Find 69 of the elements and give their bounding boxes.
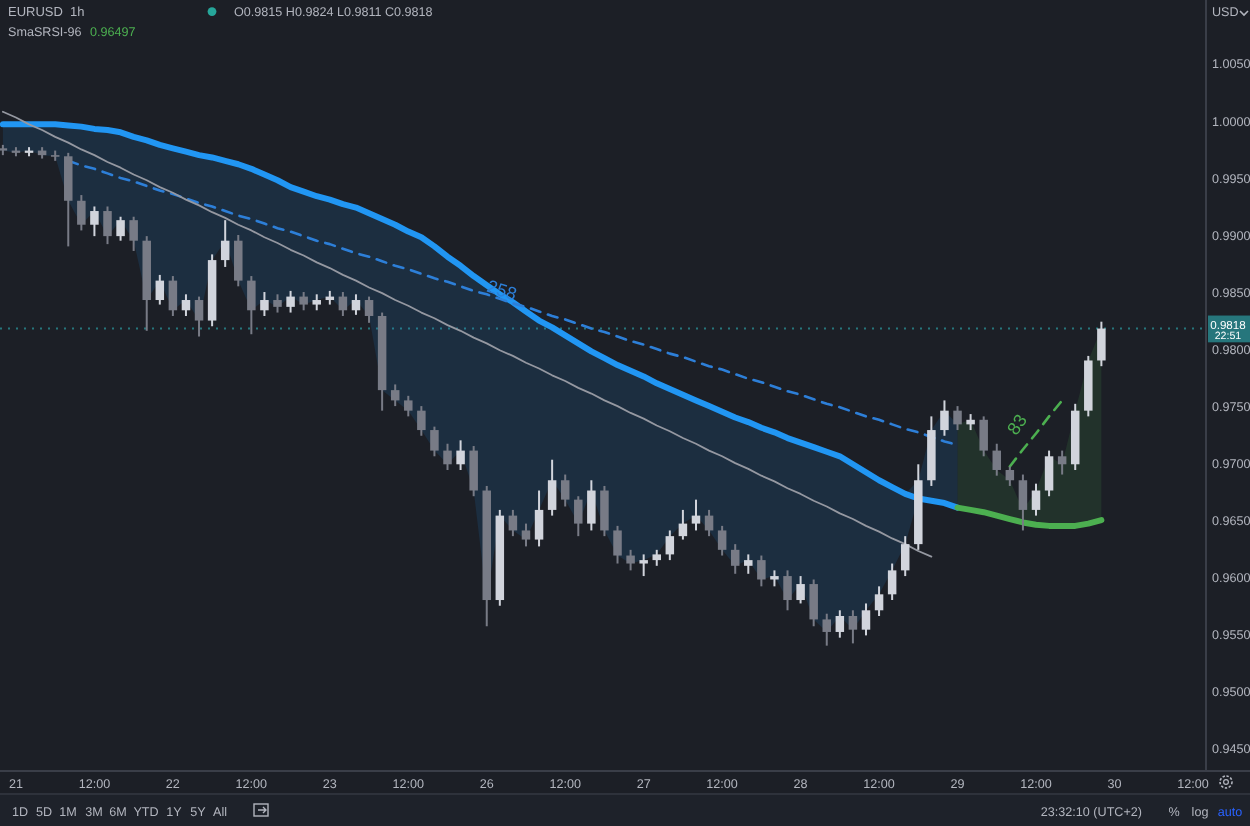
candlestick xyxy=(691,498,701,532)
candlestick xyxy=(574,495,583,538)
candlestick xyxy=(1018,473,1028,532)
candlestick xyxy=(835,609,845,639)
candlestick xyxy=(547,458,557,517)
candlestick xyxy=(744,553,753,575)
candlestick xyxy=(979,415,988,458)
candlestick xyxy=(260,291,269,317)
candlestick xyxy=(364,295,374,324)
line-series xyxy=(0,121,961,511)
candlestick xyxy=(443,442,452,471)
candlestick xyxy=(299,291,308,312)
candlestick xyxy=(116,215,125,242)
candlestick xyxy=(181,293,191,317)
candlestick xyxy=(338,291,348,317)
candlestick xyxy=(900,535,910,578)
annotation: 83 xyxy=(1003,410,1032,439)
candlestick xyxy=(273,293,282,314)
candlestick xyxy=(940,399,949,437)
candlestick xyxy=(992,442,1002,477)
candlestick xyxy=(90,205,99,238)
candlestick xyxy=(1005,465,1015,487)
candlestick xyxy=(404,394,413,418)
candlestick xyxy=(887,562,897,602)
candlestick xyxy=(587,479,596,532)
candlestick xyxy=(469,445,478,498)
candlestick xyxy=(717,524,727,557)
candlestick xyxy=(168,275,178,317)
candlestick xyxy=(1031,482,1041,517)
candlestick xyxy=(390,383,400,408)
candlestick xyxy=(247,275,256,336)
candlestick xyxy=(129,215,138,252)
candlestick xyxy=(286,289,295,314)
candlestick xyxy=(521,522,531,548)
candlestick xyxy=(861,602,871,637)
candlestick xyxy=(626,548,635,572)
candlestick xyxy=(1097,320,1106,368)
candlestick xyxy=(600,484,609,538)
candlestick xyxy=(351,293,361,316)
line-series xyxy=(1008,399,1064,468)
candlestick xyxy=(194,295,204,338)
candlestick xyxy=(534,489,544,548)
candlestick xyxy=(639,553,648,578)
candlestick xyxy=(155,273,165,306)
candlestick xyxy=(220,219,230,268)
candlestick xyxy=(1044,449,1054,498)
candlestick xyxy=(234,233,243,288)
candlestick xyxy=(678,508,688,541)
candlestick xyxy=(953,405,962,432)
candlestick xyxy=(64,151,73,248)
candlestick xyxy=(757,554,766,588)
candlestick xyxy=(103,205,112,246)
candlestick xyxy=(1057,449,1067,476)
candlestick xyxy=(417,405,426,437)
candlestick xyxy=(783,569,792,612)
candlestick xyxy=(730,543,740,575)
candlestick xyxy=(456,439,465,471)
candlestick xyxy=(77,194,86,232)
candlestick xyxy=(430,425,439,458)
candlestick xyxy=(560,473,570,508)
candlestick xyxy=(796,575,805,605)
annotation: 258 xyxy=(484,276,520,305)
candlestick xyxy=(809,578,818,628)
candlestick xyxy=(874,585,884,617)
candlestick xyxy=(613,524,622,565)
candlestick xyxy=(848,609,858,645)
candlestick xyxy=(822,612,831,647)
line-series xyxy=(954,504,1105,529)
candlestick xyxy=(665,529,675,562)
